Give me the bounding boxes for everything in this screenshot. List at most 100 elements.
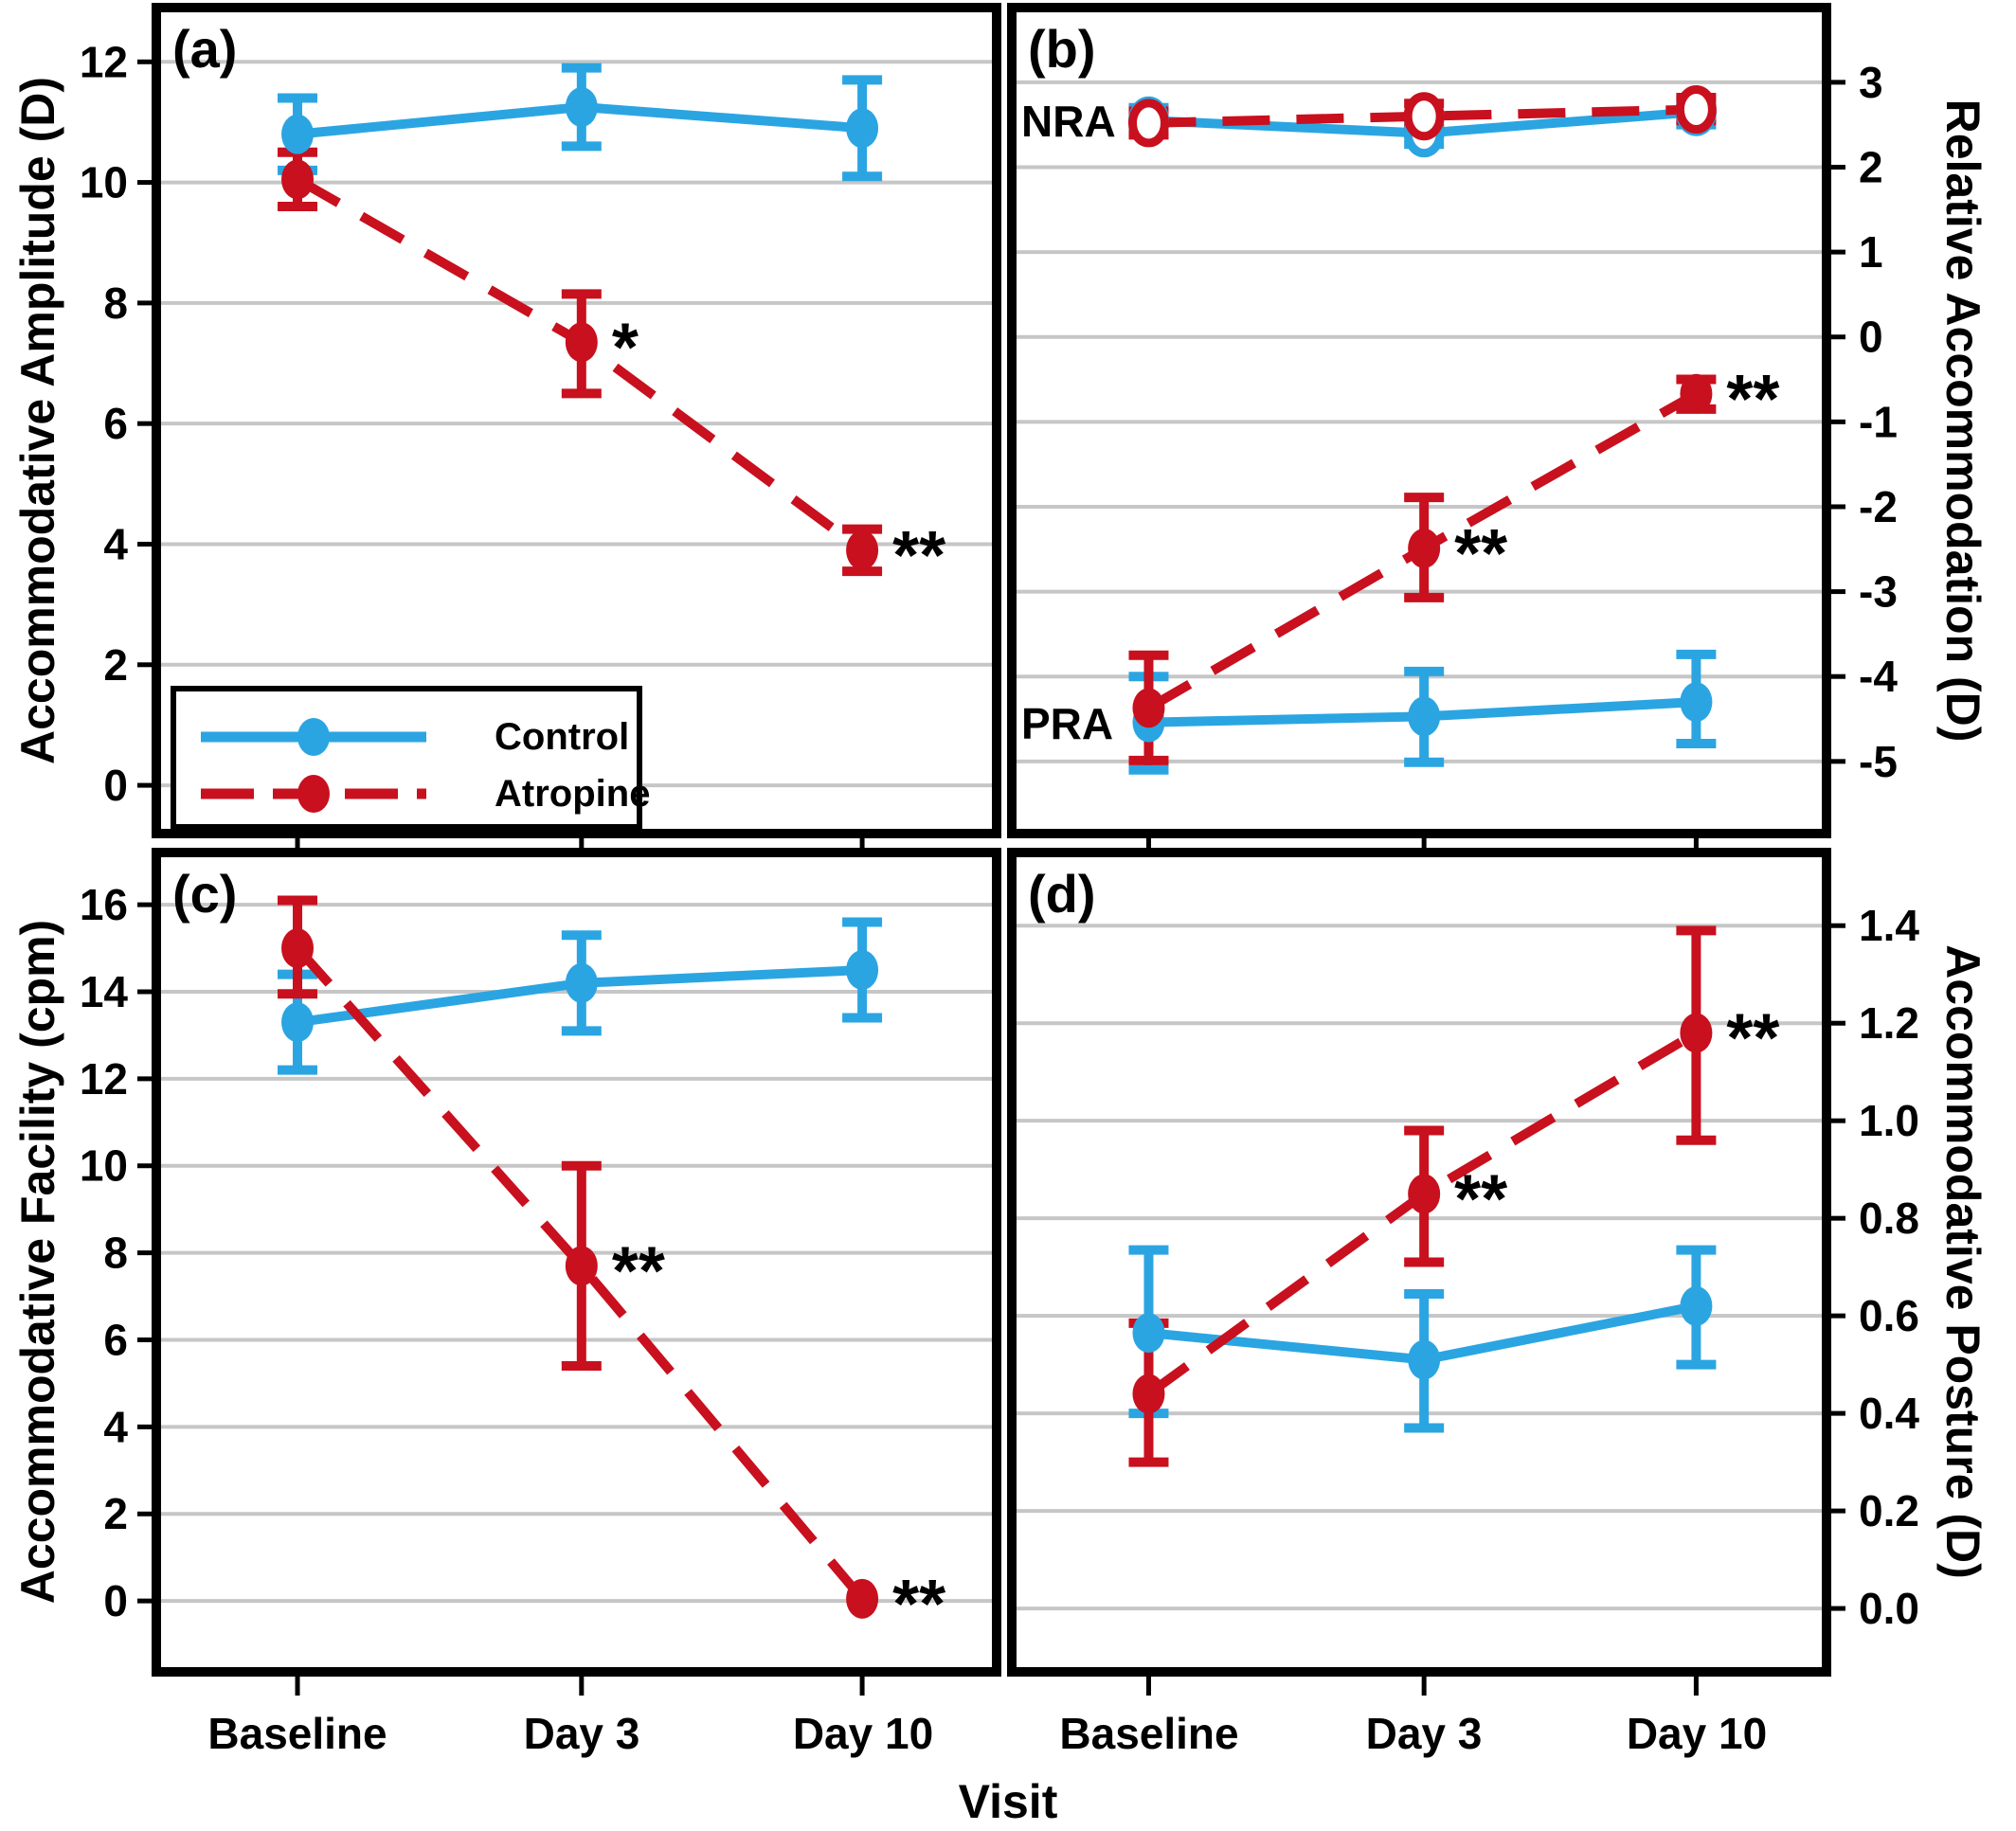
open-marker [1127,99,1169,148]
marker [846,530,879,570]
marker [281,1002,315,1043]
marker [565,87,598,128]
series-atropine [278,895,866,1603]
y-tick-label: 0.8 [1859,1194,1919,1243]
x-tick-label-day3-left: Day 3 [523,1709,640,1758]
panel-tag-c: (c) [172,864,238,924]
y-tick-label: 14 [80,967,129,1016]
marker [1132,1313,1165,1354]
significance-annotation: ** [892,1567,945,1643]
y-axis-title-panel-a: Accommodative Amplitude (D) [11,77,64,765]
y-tick-label: -2 [1859,482,1898,531]
marker [1408,696,1441,737]
panel-c: ** ** 16 14 12 10 8 6 4 2 0 [80,848,1001,1696]
series-line [1148,104,1697,128]
marker [846,950,879,991]
significance-annotation: ** [1726,362,1779,438]
legend-swatch-atropine-line-marker [195,765,432,822]
y-tick-label: 10 [80,1141,128,1191]
x-tick-label-day10-right: Day 10 [1626,1709,1768,1758]
y-tick-label: 0.0 [1859,1584,1919,1633]
significance-annotation: ** [1454,516,1507,592]
y-tick-label: -5 [1859,737,1898,786]
significance-annotation: ** [612,1233,665,1309]
y-tick-label: 1.0 [1859,1096,1919,1145]
x-axis-title: Visit [958,1775,1058,1828]
panel-d: ** ** 1.4 1.2 1.0 0.8 0.6 0.4 0.2 0.0 [1007,848,1919,1696]
marker [1408,1174,1441,1214]
x-tick-label-baseline-right: Baseline [1059,1709,1239,1758]
marker [1680,1013,1713,1053]
y-tick-label: -1 [1859,397,1898,446]
y-tick-label: 0 [103,761,128,810]
marker [846,108,879,149]
y-tick-label: 0 [103,1576,128,1625]
pra-series-label: PRA [1021,699,1114,748]
panel-border [1007,3,1831,838]
legend: Control Atropine [171,686,650,830]
marker [565,962,598,1003]
y-axis-title-panel-c: Accommodative Facility (cpm) [11,919,64,1605]
marker [1132,688,1165,728]
y-tick-label: 4 [103,1402,128,1451]
open-marker [1675,85,1717,135]
nra-series-label: NRA [1021,97,1116,146]
legend-marker [297,775,330,813]
marker [1680,373,1713,414]
panel-tag-d: (d) [1028,864,1096,924]
open-marker [1403,92,1445,141]
y-tick-label: 16 [80,880,128,929]
y-tick-label: 1.2 [1859,998,1919,1048]
panel-tag-a: (a) [172,19,238,79]
marker [1680,1285,1713,1326]
y-tick-label: 4 [103,519,128,568]
y-tick-label: 6 [103,1315,128,1364]
legend-label-atropine: Atropine [495,772,651,815]
y-tick-label: 12 [80,37,128,86]
y-tick-label: 0 [1859,313,1883,362]
panel-b: ** ** 3 2 1 0 -1 -2 -3 -4 -5 [1007,3,1898,857]
significance-annotation: * [612,310,639,386]
marker [565,322,598,363]
marker [565,1246,598,1286]
marker [281,928,315,969]
y-tick-label: 2 [103,640,128,690]
legend-label-control: Control [495,715,630,758]
marker [1408,1339,1441,1380]
y-tick-label: 3 [1859,58,1883,107]
x-tick-label-day3-right: Day 3 [1365,1709,1483,1758]
panel-border [1007,848,1831,1677]
y-tick-label: -3 [1859,567,1898,617]
y-tick-label: 10 [80,158,128,207]
legend-swatch-control-line-marker [195,709,432,765]
panel-border [152,3,1001,838]
y-tick-label: -4 [1859,652,1898,701]
y-tick-label: 12 [80,1054,128,1104]
y-tick-label: 0.6 [1859,1291,1919,1340]
marker [1680,682,1713,723]
y-tick-label: 0.4 [1859,1389,1919,1438]
marker [1132,1373,1165,1414]
y-axis-title-panel-b: Relative Accommodation (D) [1936,99,1989,743]
panel-border [152,848,1001,1677]
y-tick-label: 1 [1859,227,1883,277]
y-tick-label: 8 [103,1229,128,1278]
marker [1408,528,1441,568]
x-tick-label-baseline-left: Baseline [207,1709,387,1758]
y-tick-label: 2 [1859,142,1883,191]
significance-annotation: ** [1726,1001,1779,1077]
marker [281,114,315,154]
y-tick-label: 0.2 [1859,1486,1919,1535]
significance-annotation: ** [1454,1161,1507,1237]
marker [846,1578,879,1619]
significance-annotation: ** [892,518,945,594]
marker [281,159,315,200]
y-tick-label: 6 [103,399,128,448]
legend-marker [297,718,330,756]
panel-tag-b: (b) [1028,19,1096,79]
legend-item-atropine: Atropine [195,765,650,822]
legend-item-control: Control [195,709,629,765]
